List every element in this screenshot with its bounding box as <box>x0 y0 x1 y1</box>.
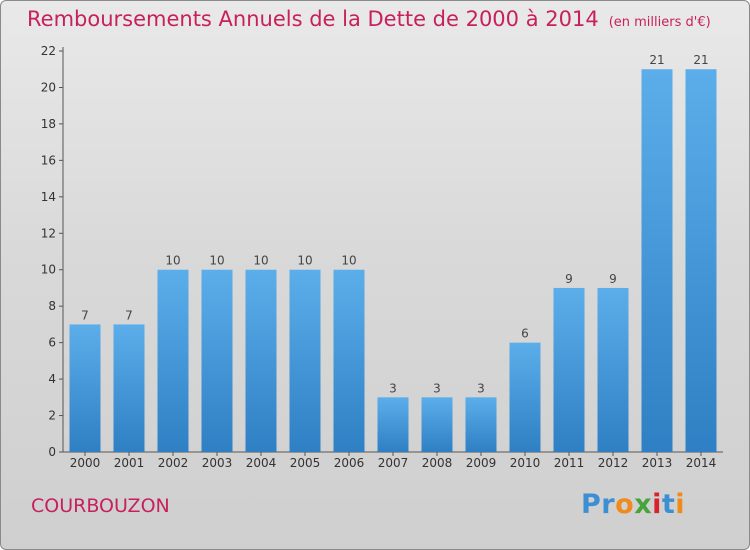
x-tick-label: 2009 <box>466 456 497 470</box>
data-label: 10 <box>253 254 268 268</box>
chart-title: Remboursements Annuels de la Dette de 20… <box>27 7 711 31</box>
bar-2001 <box>113 324 145 452</box>
x-tick-label: 2002 <box>158 456 189 470</box>
x-tick-label: 2008 <box>422 456 453 470</box>
logo-letter: t <box>661 489 676 520</box>
data-label: 7 <box>81 308 89 322</box>
data-label: 9 <box>609 272 617 286</box>
logo-letter: x <box>634 489 653 520</box>
bar-2014 <box>685 69 717 453</box>
bar-2007 <box>377 397 409 452</box>
x-tick-label: 2011 <box>554 456 585 470</box>
y-tick-label: 6 <box>48 336 56 350</box>
bar-2006 <box>333 269 365 452</box>
data-label: 10 <box>297 254 312 268</box>
y-tick-label: 10 <box>41 263 56 277</box>
data-label: 6 <box>521 327 529 341</box>
logo-letter: i <box>652 489 662 520</box>
data-label: 3 <box>433 381 441 395</box>
place-name: COURBOUZON <box>31 495 170 517</box>
data-label: 21 <box>693 53 708 67</box>
y-tick-label: 22 <box>41 44 56 58</box>
bar-2000 <box>69 324 101 452</box>
x-tick-label: 2014 <box>686 456 717 470</box>
y-tick-label: 0 <box>48 445 56 459</box>
proxiti-logo: Proxiti <box>581 489 685 520</box>
logo-letter: o <box>615 489 635 520</box>
data-label: 10 <box>209 254 224 268</box>
bar-2003 <box>201 269 233 452</box>
x-tick-label: 2000 <box>70 456 101 470</box>
data-label: 3 <box>477 381 485 395</box>
y-tick-label: 18 <box>41 117 56 131</box>
y-tick-label: 20 <box>41 80 56 94</box>
logo-letter: r <box>601 489 616 520</box>
bar-2012 <box>597 287 629 452</box>
bar-2009 <box>465 397 497 452</box>
data-label: 10 <box>165 254 180 268</box>
bar-2008 <box>421 397 453 452</box>
x-tick-label: 2013 <box>642 456 673 470</box>
y-tick-label: 16 <box>41 153 56 167</box>
chart-title-text: Remboursements Annuels de la Dette de 20… <box>27 7 599 31</box>
y-tick-label: 8 <box>48 299 56 313</box>
data-label: 10 <box>341 254 356 268</box>
bar-2004 <box>245 269 277 452</box>
bar-2002 <box>157 269 189 452</box>
x-tick-label: 2006 <box>334 456 365 470</box>
bar-2011 <box>553 287 585 452</box>
chart-unit-label: (en milliers d'€) <box>608 15 711 30</box>
data-label: 9 <box>565 272 573 286</box>
y-tick-label: 14 <box>41 190 56 204</box>
y-tick-label: 2 <box>48 409 56 423</box>
y-tick-label: 12 <box>41 226 56 240</box>
x-tick-label: 2001 <box>114 456 145 470</box>
logo-letter: P <box>581 489 602 520</box>
data-label: 21 <box>649 53 664 67</box>
logo-letter: i <box>675 489 686 520</box>
x-tick-label: 2005 <box>290 456 321 470</box>
bar-2010 <box>509 342 541 452</box>
x-tick-label: 2004 <box>246 456 277 470</box>
x-tick-label: 2012 <box>598 456 629 470</box>
x-tick-label: 2007 <box>378 456 409 470</box>
x-tick-label: 2010 <box>510 456 541 470</box>
data-label: 3 <box>389 381 397 395</box>
y-tick-label: 4 <box>48 372 56 386</box>
bar-2013 <box>641 69 673 453</box>
x-tick-label: 2003 <box>202 456 233 470</box>
data-label: 7 <box>125 308 133 322</box>
bar-2005 <box>289 269 321 452</box>
